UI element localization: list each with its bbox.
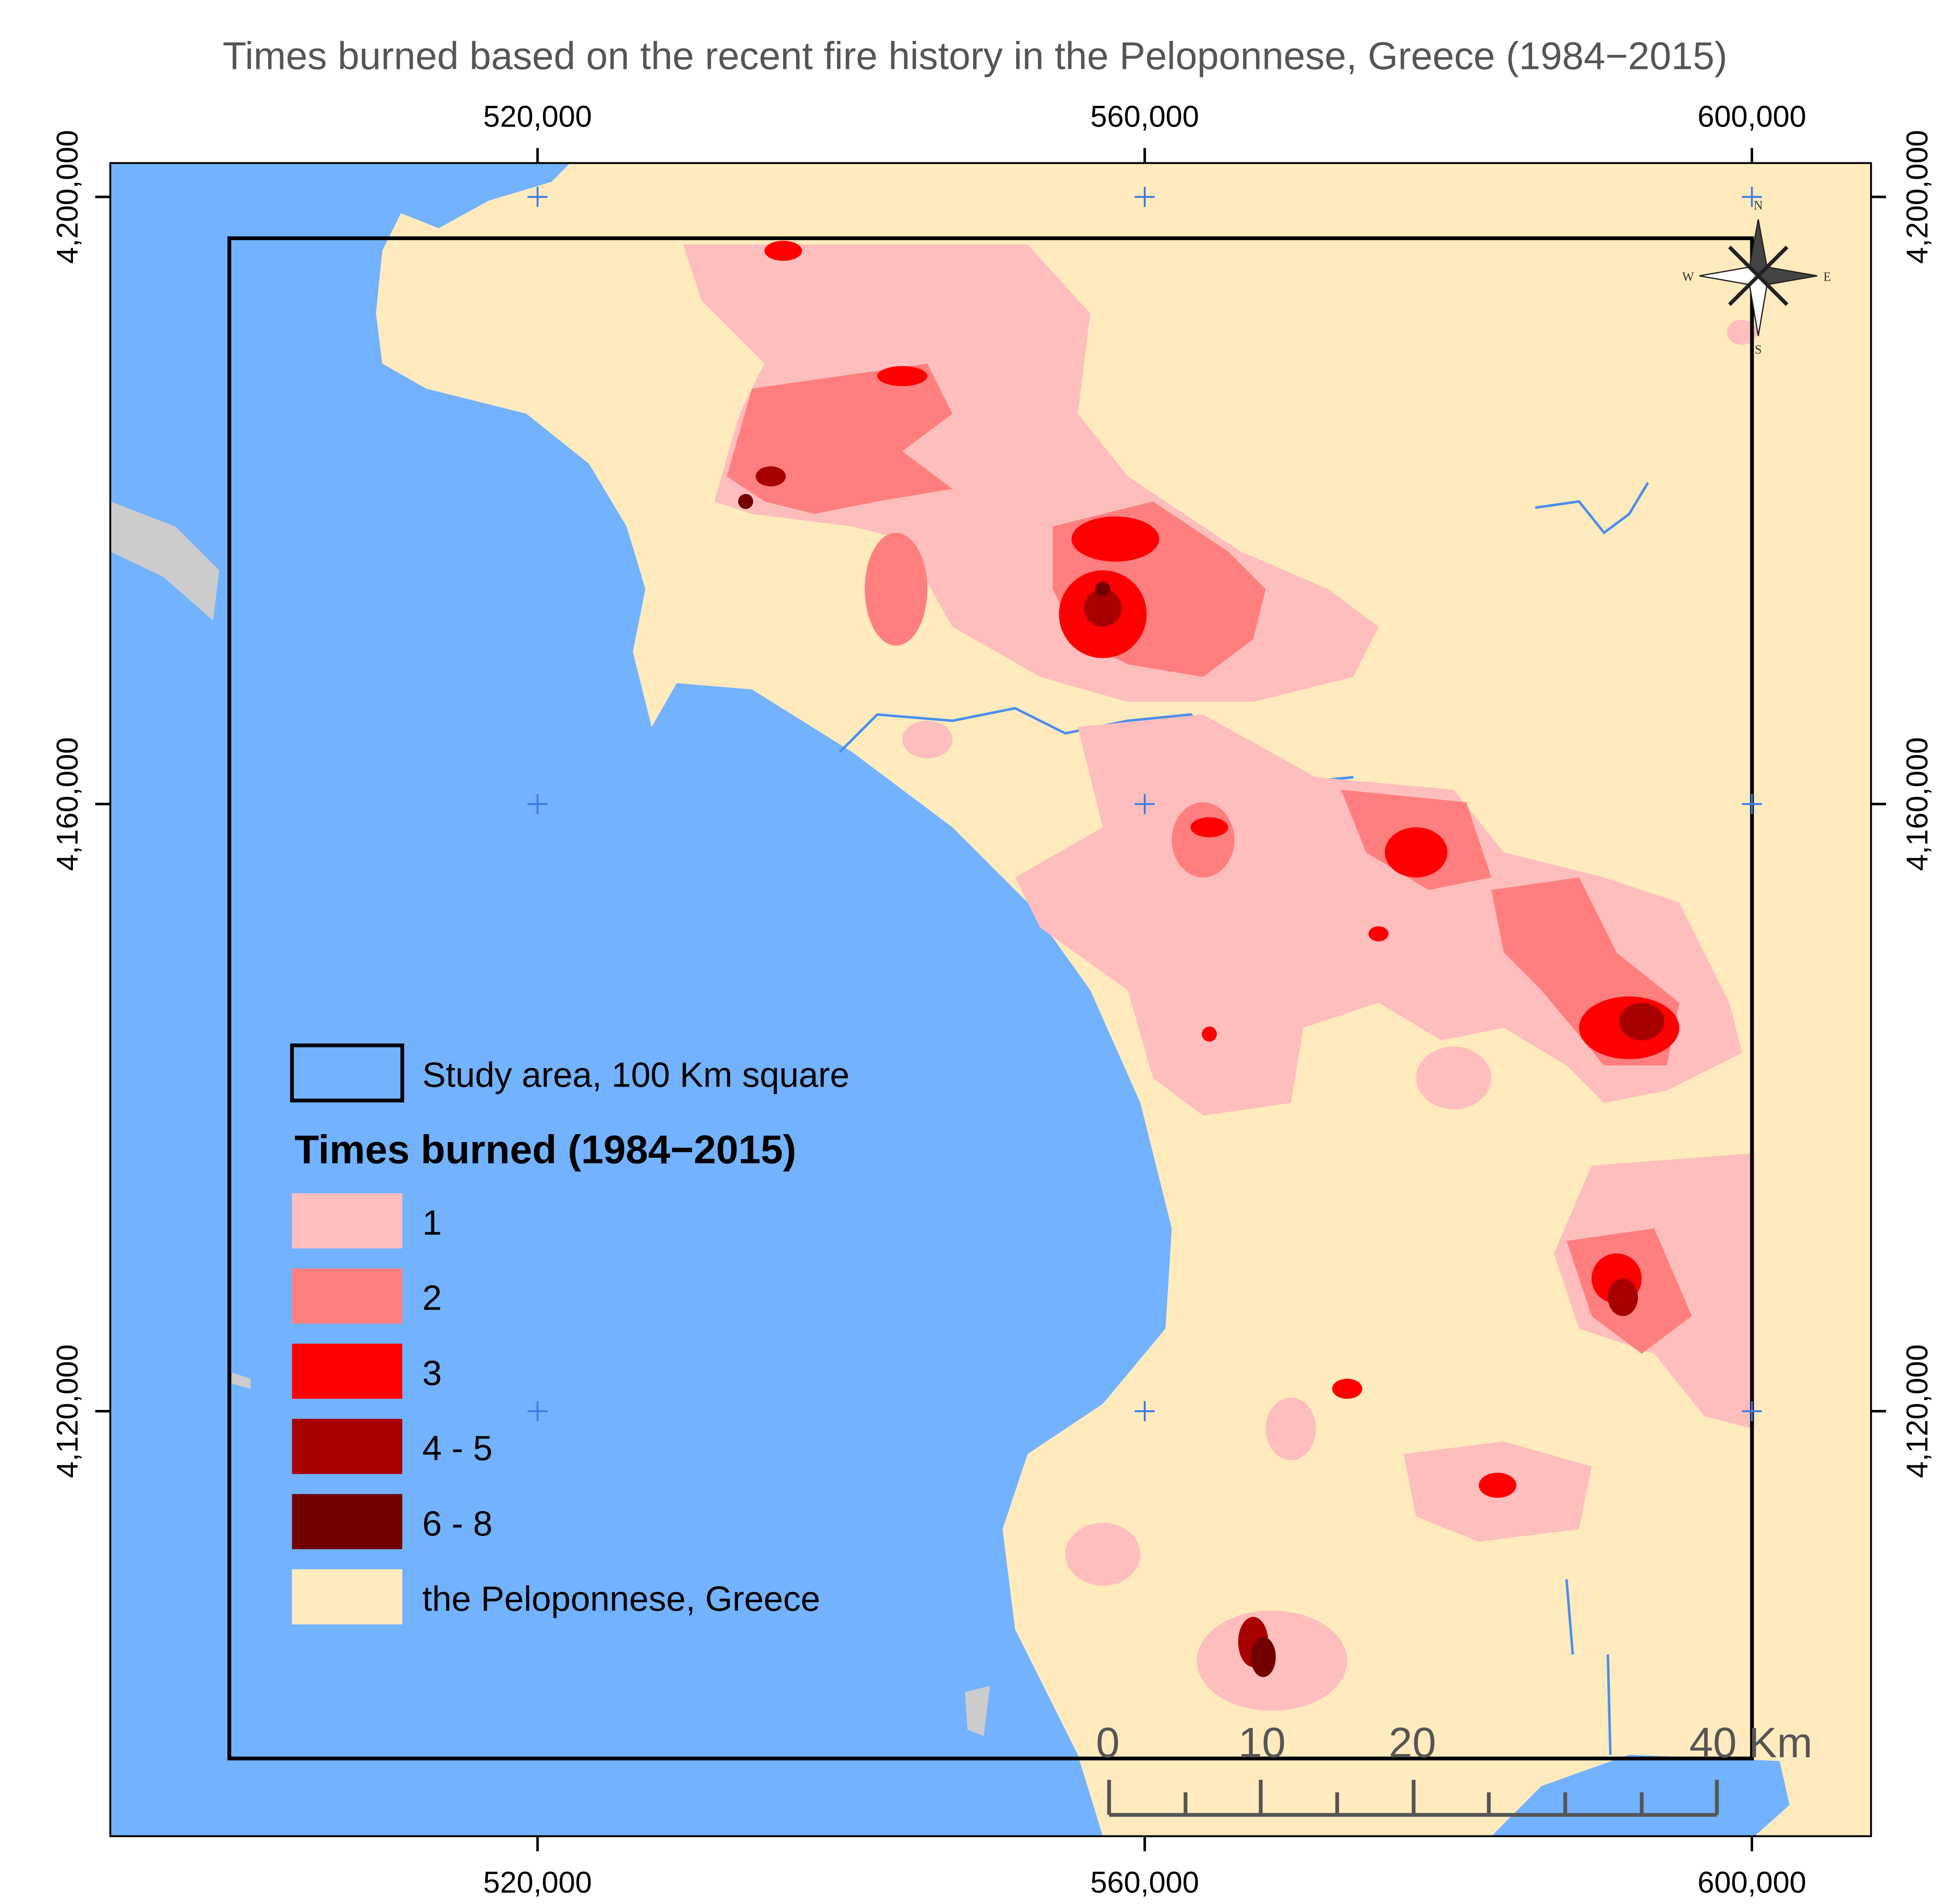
legend-swatch <box>292 1344 402 1399</box>
legend-swatch <box>292 1193 402 1248</box>
graticule-cross <box>1742 187 1762 207</box>
legend-label: 2 <box>422 1278 442 1317</box>
study-area-box <box>227 236 1754 1761</box>
compass-n: N <box>1754 199 1762 213</box>
compass-w: W <box>1682 270 1694 284</box>
scale-label: 40 Km <box>1690 1719 1813 1767</box>
legend-swatch <box>292 1268 402 1324</box>
x-tick-label: 560,000 <box>1090 100 1199 133</box>
y-tick-label: 4,120,000 <box>51 1344 84 1478</box>
graticule-cross <box>527 1401 548 1421</box>
legend-label: 1 <box>422 1203 442 1242</box>
legend-label: the Peloponnese, Greece <box>422 1579 821 1618</box>
legend-label: 4 - 5 <box>422 1429 493 1468</box>
compass-s: S <box>1755 343 1762 357</box>
y-tick-label: 4,200,000 <box>1901 130 1934 264</box>
y-tick-label: 4,200,000 <box>51 130 84 264</box>
graticule-cross <box>527 187 548 207</box>
y-tick-label: 4,160,000 <box>51 737 84 871</box>
map-border <box>109 162 1872 1837</box>
peloponnese-land <box>376 163 1871 1836</box>
compass-e: E <box>1823 270 1831 284</box>
y-tick-label: 4,120,000 <box>1901 1344 1934 1478</box>
map-frame <box>109 162 1872 1837</box>
x-tick-label: 520,000 <box>483 100 592 133</box>
legend: Study area, 100 Km square Times burned (… <box>290 1043 849 1625</box>
legend-study-area-swatch <box>290 1043 404 1103</box>
graticule-cross <box>527 794 548 814</box>
graticule-cross <box>1742 1401 1762 1421</box>
legend-swatch <box>292 1419 402 1474</box>
legend-swatch <box>292 1569 402 1625</box>
graticule-cross <box>1134 187 1155 207</box>
legend-study-area-label: Study area, 100 Km square <box>422 1055 849 1094</box>
x-tick-label: 600,000 <box>1698 1866 1806 1899</box>
scale-label: 0 <box>1096 1719 1119 1767</box>
legend-title: Times burned (1984−2015) <box>294 1127 796 1172</box>
legend-swatch <box>292 1494 402 1550</box>
map-title: Times burned based on the recent fire hi… <box>223 34 1727 77</box>
scale-bar <box>1107 1779 1719 1817</box>
scale-label: 20 <box>1389 1719 1436 1767</box>
burn-patches <box>683 241 1757 1711</box>
y-tick-label: 4,160,000 <box>1901 737 1934 871</box>
scale-label: 10 <box>1238 1719 1286 1767</box>
x-tick-label: 560,000 <box>1090 1866 1199 1899</box>
x-tick-label: 600,000 <box>1698 100 1806 133</box>
x-tick-label: 520,000 <box>483 1866 592 1899</box>
legend-label: 3 <box>422 1353 442 1393</box>
graticule-cross <box>1134 1401 1155 1421</box>
graticule-cross <box>1742 794 1762 814</box>
legend-label: 6 - 8 <box>422 1504 493 1543</box>
graticule-cross <box>1134 794 1155 814</box>
compass: N E S W <box>1682 199 1831 357</box>
